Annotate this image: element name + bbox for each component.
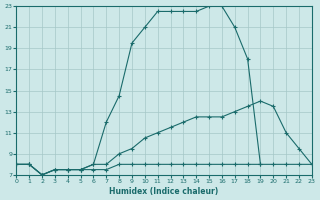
X-axis label: Humidex (Indice chaleur): Humidex (Indice chaleur) [109,187,219,196]
